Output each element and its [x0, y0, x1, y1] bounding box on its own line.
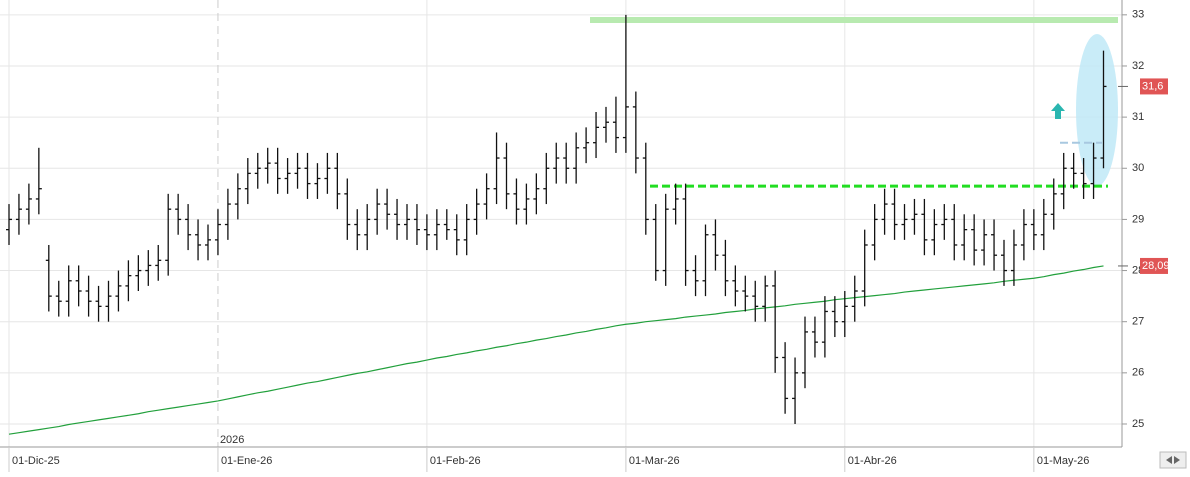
y-tick-label: 30	[1132, 162, 1144, 174]
highlight-ellipse	[1076, 34, 1118, 186]
x-tick-label: 01-Ene-26	[221, 455, 272, 467]
x-tick-label: 01-Feb-26	[430, 455, 481, 467]
y-tick-label: 33	[1132, 9, 1144, 21]
y-tick-label: 29	[1132, 213, 1144, 225]
scroll-icon	[1166, 456, 1180, 464]
x-tick-label: 01-Mar-26	[629, 455, 680, 467]
x-tick-label: 01-May-26	[1037, 455, 1090, 467]
y-tick-label: 25	[1132, 418, 1144, 430]
up-arrow	[1051, 103, 1065, 119]
year-label: 2026	[220, 434, 244, 446]
x-tick-label: 01-Dic-25	[12, 455, 60, 467]
price-tag-label: 28,09	[1142, 260, 1170, 272]
price-tag	[1140, 257, 1168, 274]
y-tick-label: 27	[1132, 316, 1144, 328]
scroll-button[interactable]	[1159, 451, 1187, 469]
moving-average	[8, 265, 1104, 435]
y-tick-label: 31	[1132, 111, 1144, 123]
price-tag	[1140, 78, 1168, 95]
y-tick-label: 26	[1132, 367, 1144, 379]
y-tick-label: 32	[1132, 60, 1144, 72]
x-tick-label: 01-Abr-26	[848, 455, 897, 467]
price-tag-label: 31,6	[1142, 80, 1163, 92]
